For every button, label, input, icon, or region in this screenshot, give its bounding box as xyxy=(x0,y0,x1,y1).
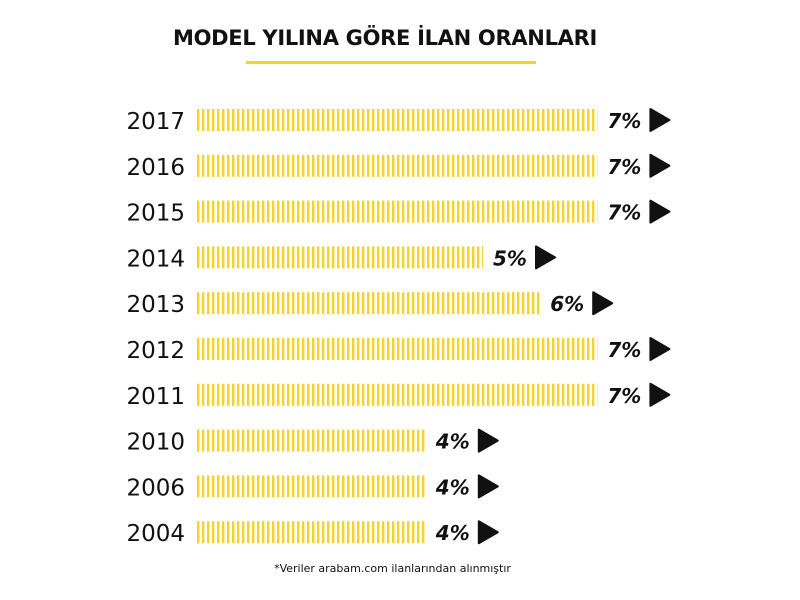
value-label-2011: 7% xyxy=(607,384,641,408)
bar-2006 xyxy=(197,475,426,498)
category-label-2011: 2011 xyxy=(126,384,185,410)
bar-2004 xyxy=(197,521,426,544)
bar-2011 xyxy=(197,383,598,406)
chart-title: MODEL YILINA GÖRE İLAN ORANLARI xyxy=(173,26,597,50)
value-label-2014: 5% xyxy=(493,246,527,270)
value-label-2015: 7% xyxy=(607,201,641,225)
value-label-2012: 7% xyxy=(607,338,641,362)
category-label-2004: 2004 xyxy=(126,521,185,547)
value-label-2016: 7% xyxy=(607,155,641,179)
bar-2014 xyxy=(197,246,483,269)
bar-2013 xyxy=(197,292,541,315)
arrow-icon-2011 xyxy=(649,382,671,407)
bar-2010 xyxy=(197,429,426,452)
category-label-2014: 2014 xyxy=(126,246,185,272)
arrow-icon-2017 xyxy=(649,108,671,132)
category-label-2006: 2006 xyxy=(126,475,185,501)
category-label-2010: 2010 xyxy=(126,430,185,456)
arrow-icon-2004 xyxy=(477,520,499,545)
value-label-2017: 7% xyxy=(607,109,641,133)
arrow-icon-2006 xyxy=(477,474,499,499)
bar-2012 xyxy=(197,338,598,360)
bar-2015 xyxy=(197,200,598,223)
category-label-2016: 2016 xyxy=(126,155,185,181)
title-underline xyxy=(246,61,536,64)
category-label-2017: 2017 xyxy=(126,109,185,135)
bar-2016 xyxy=(197,154,598,177)
arrow-icon-2016 xyxy=(649,153,671,178)
value-label-2006: 4% xyxy=(435,475,470,499)
arrow-icon-2010 xyxy=(477,428,499,453)
bar-2017 xyxy=(197,109,598,131)
arrow-icon-2012 xyxy=(649,337,671,361)
category-label-2012: 2012 xyxy=(126,338,185,364)
arrow-icon-2013 xyxy=(592,291,614,316)
arrow-icon-2014 xyxy=(535,245,556,270)
value-label-2004: 4% xyxy=(435,521,470,545)
footnote: *Veriler arabam.com ilanlarından alınmış… xyxy=(274,562,511,575)
category-label-2013: 2013 xyxy=(126,292,185,318)
category-label-2015: 2015 xyxy=(126,201,185,227)
arrow-icon-2015 xyxy=(649,199,671,224)
value-label-2010: 4% xyxy=(435,430,470,454)
value-label-2013: 6% xyxy=(550,292,584,316)
